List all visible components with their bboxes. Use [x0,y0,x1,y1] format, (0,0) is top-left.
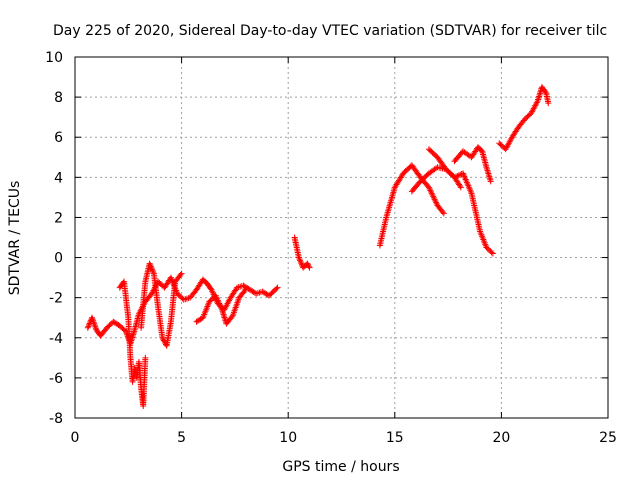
data-point [86,321,93,328]
data-point [489,250,496,257]
series-track-2 [116,278,149,409]
data-point [488,249,495,256]
x-tick-label: 20 [492,430,510,446]
series-track-4 [193,286,249,327]
series-track-9 [451,144,494,185]
data-point [273,285,280,292]
data-point [148,264,155,271]
y-tick-label: 8 [54,90,63,106]
data-point [241,287,248,294]
data-point [456,182,463,189]
y-tick-label: -4 [49,331,63,347]
data-point [85,323,92,330]
series-track-3 [138,260,185,349]
data-point [297,257,304,264]
data-point [150,269,157,276]
x-tick-label: 5 [177,430,186,446]
data-point [142,354,149,361]
data-point [545,100,552,107]
y-tick-label: 2 [54,210,63,226]
data-point [242,286,249,293]
y-tick-label: 0 [54,251,63,267]
data-point [439,209,446,216]
series-track-1 [84,274,281,347]
data-point [297,258,304,265]
series-track-10 [496,84,552,153]
data-point [306,264,313,271]
data-point [457,184,464,191]
plot-frame [74,56,609,419]
data-point [295,254,302,261]
data-points [84,84,552,409]
data-point [274,284,281,291]
y-tick-label: 6 [54,130,63,146]
data-point [254,290,261,297]
data-point [149,266,156,273]
grid-lines [75,57,608,418]
data-point [146,260,153,267]
data-point [451,174,458,181]
data-point [296,255,303,262]
y-tick-label: -6 [49,371,63,387]
data-point [305,263,312,270]
x-tick-label: 0 [71,430,80,446]
data-point [542,88,549,95]
series-track-6 [376,162,447,249]
x-tick-label: 25 [599,430,617,446]
y-axis-ticks: -8 -6 -4 -2 0 2 4 6 8 10 [45,50,608,427]
data-point [178,270,185,277]
y-tick-label: -2 [49,291,63,307]
x-axis-label: GPS time / hours [282,459,399,475]
data-point [177,271,184,278]
data-point [305,261,312,268]
data-point [478,147,485,154]
data-point [147,262,154,269]
data-point [298,260,305,267]
data-point [304,260,311,267]
data-point [84,324,91,331]
y-tick-label: 10 [45,50,63,66]
series-track-5 [291,234,313,271]
data-point [159,334,166,341]
y-axis-label: SDTVAR / TECUs [7,181,23,296]
y-tick-label: 4 [54,170,63,186]
data-point [452,173,459,180]
series-track-8 [425,146,496,257]
x-tick-label: 15 [386,430,404,446]
y-tick-label: -8 [49,411,63,427]
data-point [487,178,494,185]
x-axis-ticks: 0 5 10 15 20 25 [71,57,617,446]
data-point [440,210,447,217]
data-point [454,172,461,179]
data-point [147,263,154,270]
data-point [149,267,156,274]
chart-title: Day 225 of 2020, Sidereal Day-to-day VTE… [53,23,607,39]
x-tick-label: 10 [279,430,297,446]
data-point [91,322,98,329]
